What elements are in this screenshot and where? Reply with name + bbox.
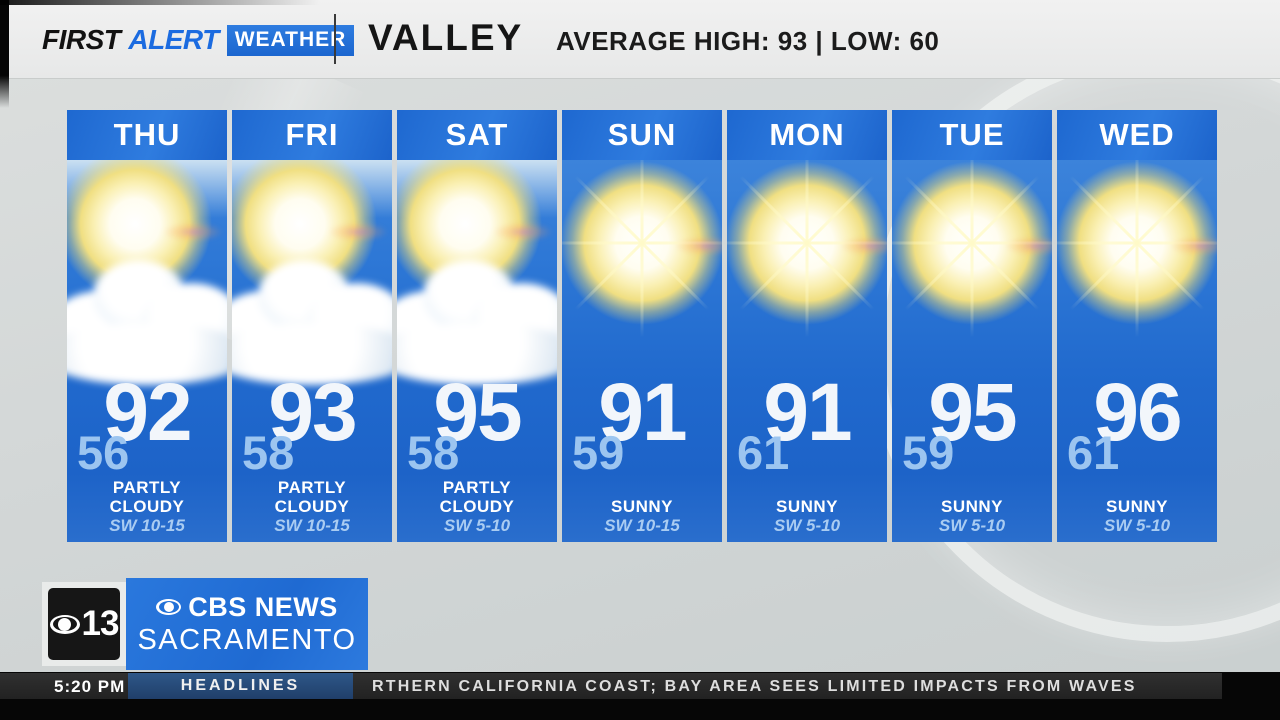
wind-label: SW 10-15: [274, 516, 350, 535]
wind-label: SW 5-10: [1103, 516, 1171, 535]
low-temp: 61: [737, 425, 790, 479]
high-temp: 91: [598, 367, 687, 459]
day-panel: 95 58 PARTLY CLOUDY SW 5-10: [397, 160, 557, 542]
day-label: FRI: [232, 110, 392, 160]
condition-label: SUNNY: [940, 496, 1003, 516]
lower-third-bar: 5:20 PM HEADLINES RTHERN CALIFORNIA COAS…: [0, 672, 1280, 720]
wind-label: SW 10-15: [109, 516, 185, 535]
sun-icon: [892, 160, 1052, 337]
day-label: SUN: [562, 110, 722, 160]
high-temp: 93: [268, 367, 357, 459]
forecast-column-sat: SAT 95 58 PARTLY CLOUDY SW 5-10: [397, 110, 557, 542]
condition-label: SUNNY: [775, 496, 838, 516]
sun-icon: [727, 160, 887, 337]
wind-label: SW 5-10: [773, 516, 841, 535]
cbs-news-sacramento-logo: CBS NEWS SACRAMENTO: [126, 578, 368, 670]
day-panel: 93 58 PARTLY CLOUDY SW 10-15: [232, 160, 392, 542]
channel-number: 13: [81, 604, 120, 643]
forecast-column-thu: THU 92 56 PARTLY CLOUDY SW 10-15: [67, 110, 227, 542]
cbs13-logo-plate: 13: [42, 582, 126, 666]
lens-flare: [1170, 236, 1217, 256]
headline-ticker-text: RTHERN CALIFORNIA COAST; BAY AREA SEES L…: [372, 678, 1137, 695]
day-panel: 92 56 PARTLY CLOUDY SW 10-15: [67, 160, 227, 542]
top-banner: FIRST ALERT WEATHER VALLEY AVERAGE HIGH:…: [0, 0, 1280, 79]
cloud-icon: [232, 255, 392, 390]
high-temp: 95: [433, 367, 522, 459]
first-alert-weather-logo: FIRST ALERT WEATHER: [42, 24, 355, 56]
wind-label: SW 5-10: [443, 516, 511, 535]
seven-day-forecast: THU 92 56 PARTLY CLOUDY SW 10-15 FRI 93 …: [67, 110, 1217, 542]
network-name: CBS NEWS: [188, 591, 338, 622]
header-divider: [334, 14, 336, 64]
high-temp: 92: [103, 367, 192, 459]
day-panel: 95 59 SUNNY SW 5-10: [892, 160, 1052, 542]
condition-label: PARTLY CLOUDY: [439, 478, 515, 516]
low-temp: 58: [242, 425, 295, 479]
day-label: TUE: [892, 110, 1052, 160]
clock-time: 5:20 PM: [54, 677, 126, 696]
wind-label: SW 5-10: [938, 516, 1006, 535]
cbs-eye-icon: [49, 614, 80, 634]
high-temp: 95: [928, 367, 1017, 459]
condition-label: PARTLY CLOUDY: [109, 478, 185, 516]
cloud-icon: [67, 255, 227, 390]
day-label: WED: [1057, 110, 1217, 160]
wind-label: SW 10-15: [604, 516, 680, 535]
lens-flare: [493, 222, 553, 242]
day-panel: 91 59 SUNNY SW 10-15: [562, 160, 722, 542]
screen-edge-artifact: [0, 0, 9, 108]
cbs-eye-icon: [156, 599, 182, 615]
ticker-strip: 5:20 PM HEADLINES RTHERN CALIFORNIA COAS…: [0, 673, 1222, 699]
forecast-column-sun: SUN 91 59 SUNNY SW 10-15: [562, 110, 722, 542]
low-temp: 59: [572, 425, 625, 479]
brand-word-alert: ALERT: [128, 24, 219, 55]
forecast-column-tue: TUE 95 59 SUNNY SW 5-10: [892, 110, 1052, 542]
cloud-icon: [397, 255, 557, 390]
screen-edge-artifact: [0, 0, 320, 5]
forecast-column-fri: FRI 93 58 PARTLY CLOUDY SW 10-15: [232, 110, 392, 542]
lens-flare: [328, 222, 388, 242]
headlines-badge: HEADLINES: [128, 673, 353, 699]
day-label: THU: [67, 110, 227, 160]
low-temp: 56: [77, 425, 130, 479]
forecast-column-wed: WED 96 61 SUNNY SW 5-10: [1057, 110, 1217, 542]
low-temp: 59: [902, 425, 955, 479]
station-city: SACRAMENTO: [137, 623, 357, 656]
lens-flare: [840, 236, 887, 256]
high-temp: 91: [763, 367, 852, 459]
condition-label: SUNNY: [610, 496, 673, 516]
day-panel: 96 61 SUNNY SW 5-10: [1057, 160, 1217, 542]
sun-icon: [1057, 160, 1217, 337]
brand-word-first: FIRST: [42, 24, 121, 55]
condition-label: SUNNY: [1105, 496, 1168, 516]
low-temp: 58: [407, 425, 460, 479]
region-title: VALLEY: [368, 17, 524, 58]
cbs13-logo: 13: [48, 588, 120, 660]
low-temp: 61: [1067, 425, 1120, 479]
sun-icon: [562, 160, 722, 337]
brand-word-weather: WEATHER: [226, 24, 355, 56]
high-temp: 96: [1093, 367, 1182, 459]
day-label: SAT: [397, 110, 557, 160]
average-stats-text: AVERAGE HIGH: 93 | LOW: 60: [556, 26, 940, 56]
condition-label: PARTLY CLOUDY: [274, 478, 350, 516]
lens-flare: [675, 236, 722, 256]
forecast-column-mon: MON 91 61 SUNNY SW 5-10: [727, 110, 887, 542]
day-label: MON: [727, 110, 887, 160]
lens-flare: [163, 222, 223, 242]
day-panel: 91 61 SUNNY SW 5-10: [727, 160, 887, 542]
lens-flare: [1005, 236, 1052, 256]
